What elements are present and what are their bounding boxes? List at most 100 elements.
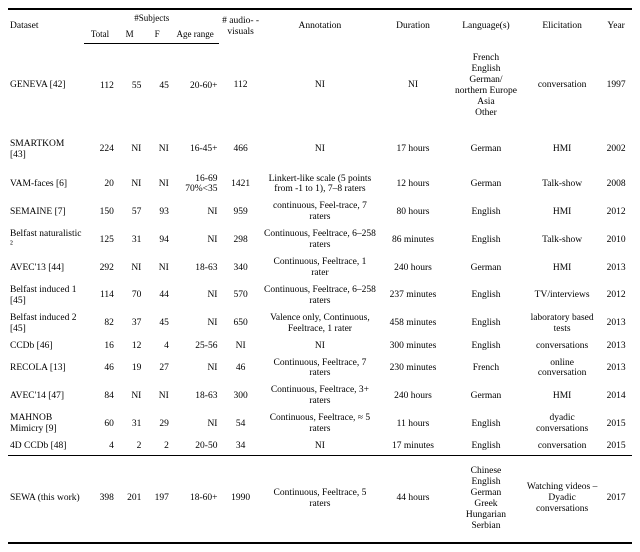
cell-total: 224 — [84, 129, 116, 171]
table-row: VAM-faces [6]20NINI16-6970%<351421Linker… — [8, 171, 632, 199]
cell-annot: Continuous, Feeltrace, 6–258 raters — [262, 282, 378, 310]
cell-dataset: SEWA (this work) — [8, 456, 84, 543]
table-row: CCDb [46]1612425-56NINI300 minutesEnglis… — [8, 338, 632, 355]
cell-year: 2013 — [600, 338, 632, 355]
cell-total: 46 — [84, 355, 116, 383]
cell-annot: Continuous, Feeltrace, 6–258 raters — [262, 226, 378, 254]
cell-elic: online conversation — [524, 355, 600, 383]
cell-lang: French — [448, 355, 524, 383]
cell-lang: English — [448, 198, 524, 226]
cell-year: 2013 — [600, 355, 632, 383]
hdr-lang: Language(s) — [448, 9, 524, 43]
cell-dur: NI — [378, 43, 448, 129]
cell-elic: laboratory based tests — [524, 310, 600, 338]
cell-audio: 650 — [219, 310, 261, 338]
cell-annot: Linkert-like scale (5 points from -1 to … — [262, 171, 378, 199]
cell-dur: 80 hours — [378, 198, 448, 226]
cell-total: 60 — [84, 410, 116, 438]
hdr-age: Age range — [171, 26, 220, 43]
cell-annot: Continuous, Feeltrace, 1 rater — [262, 254, 378, 282]
cell-annot: NI — [262, 438, 378, 455]
cell-lang: English — [448, 338, 524, 355]
cell-annot: NI — [262, 43, 378, 129]
cell-dur: 12 hours — [378, 171, 448, 199]
cell-f: 197 — [143, 456, 170, 543]
hdr-annot: Annotation — [262, 9, 378, 43]
cell-lang: English — [448, 226, 524, 254]
cell-annot: Continuous, Feeltrace, ≈ 5 raters — [262, 410, 378, 438]
cell-f: 4 — [143, 338, 170, 355]
cell-audio: 46 — [219, 355, 261, 383]
cell-year: 2015 — [600, 438, 632, 455]
cell-annot: continuous, Feel-trace, 7 raters — [262, 198, 378, 226]
cell-annot: Continuous, Feeltrace, 7 raters — [262, 355, 378, 383]
hdr-dur: Duration — [378, 9, 448, 43]
cell-year: 2014 — [600, 382, 632, 410]
cell-lang: FrenchEnglishGerman/northern EuropeAsiaO… — [448, 43, 524, 129]
cell-dataset: AVEC'13 [44] — [8, 254, 84, 282]
cell-dataset: VAM-faces [6] — [8, 171, 84, 199]
cell-dataset: SEMAINE [7] — [8, 198, 84, 226]
cell-total: 16 — [84, 338, 116, 355]
cell-elic: HMI — [524, 382, 600, 410]
table-row: Belfast induced 2 [45]823745NI650Valence… — [8, 310, 632, 338]
cell-lang: German — [448, 254, 524, 282]
cell-age: NI — [171, 310, 220, 338]
cell-total: 114 — [84, 282, 116, 310]
cell-elic: Watching videos – Dyadic conversations — [524, 456, 600, 543]
cell-dataset: Belfast induced 2 [45] — [8, 310, 84, 338]
cell-audio: 54 — [219, 410, 261, 438]
cell-dataset: CCDb [46] — [8, 338, 84, 355]
cell-year: 2010 — [600, 226, 632, 254]
cell-year: 2012 — [600, 198, 632, 226]
cell-audio: 1421 — [219, 171, 261, 199]
cell-dur: 240 hours — [378, 382, 448, 410]
cell-dataset: MAHNOB Mimicry [9] — [8, 410, 84, 438]
cell-f: 45 — [143, 43, 170, 129]
cell-age: 20-50 — [171, 438, 220, 455]
hdr-audio: # audio- -visuals — [219, 9, 261, 43]
cell-audio: 34 — [219, 438, 261, 455]
table-row: Belfast naturalistic ²1253194NI298Contin… — [8, 226, 632, 254]
cell-age: 18-63 — [171, 382, 220, 410]
cell-m: 70 — [116, 282, 143, 310]
table-row: 4D CCDb [48]42220-5034NI17 minutesEnglis… — [8, 438, 632, 455]
cell-f: NI — [143, 382, 170, 410]
cell-lang: English — [448, 438, 524, 455]
cell-dur: 237 minutes — [378, 282, 448, 310]
table-row: Belfast induced 1 [45]1147044NI570Contin… — [8, 282, 632, 310]
table-row: SMARTKOM [43]224NINI16-45+466NI17 hoursG… — [8, 129, 632, 171]
cell-elic: conversation — [524, 438, 600, 455]
cell-lang: German — [448, 382, 524, 410]
cell-age: NI — [171, 355, 220, 383]
cell-f: 29 — [143, 410, 170, 438]
cell-year: 2008 — [600, 171, 632, 199]
cell-annot: NI — [262, 129, 378, 171]
cell-m: 19 — [116, 355, 143, 383]
cell-m: NI — [116, 129, 143, 171]
table-body: GENEVA [42]112554520-60+112NINIFrenchEng… — [8, 43, 632, 542]
cell-f: 2 — [143, 438, 170, 455]
cell-elic: Talk-show — [524, 226, 600, 254]
cell-total: 150 — [84, 198, 116, 226]
cell-lang: English — [448, 410, 524, 438]
cell-f: 94 — [143, 226, 170, 254]
cell-f: NI — [143, 171, 170, 199]
cell-audio: 300 — [219, 382, 261, 410]
cell-f: 93 — [143, 198, 170, 226]
cell-audio: 340 — [219, 254, 261, 282]
cell-lang: English — [448, 282, 524, 310]
cell-elic: Talk-show — [524, 171, 600, 199]
table-row: GENEVA [42]112554520-60+112NINIFrenchEng… — [8, 43, 632, 129]
cell-audio: 570 — [219, 282, 261, 310]
cell-audio: 466 — [219, 129, 261, 171]
cell-m: NI — [116, 382, 143, 410]
cell-dur: 17 hours — [378, 129, 448, 171]
cell-age: 20-60+ — [171, 43, 220, 129]
cell-audio: 298 — [219, 226, 261, 254]
hdr-total: Total — [84, 26, 116, 43]
cell-total: 125 — [84, 226, 116, 254]
hdr-f: F — [143, 26, 170, 43]
cell-elic: conversations — [524, 338, 600, 355]
cell-dur: 230 minutes — [378, 355, 448, 383]
